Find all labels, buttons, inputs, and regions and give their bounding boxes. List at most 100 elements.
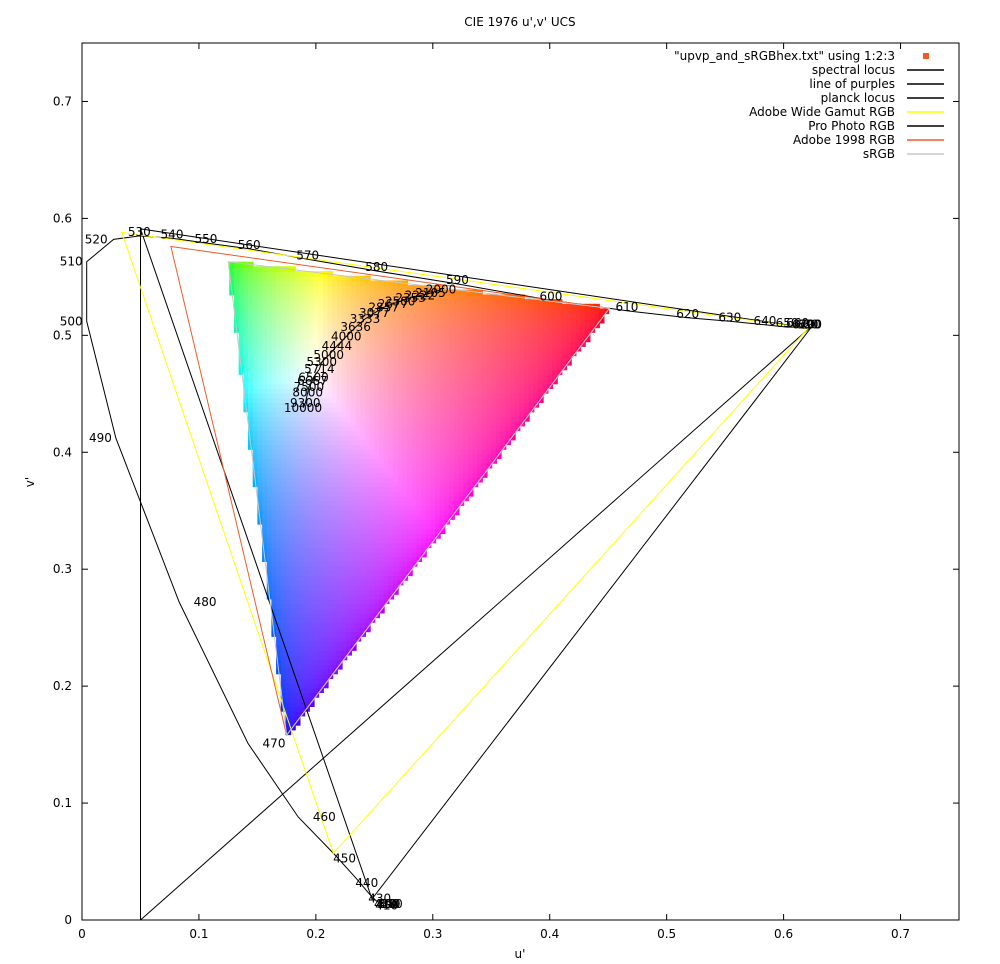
color-sample [463,411,469,417]
color-sample [435,486,441,492]
color-sample [280,598,287,605]
color-sample [276,617,282,623]
color-sample [304,280,310,287]
color-sample [500,383,507,389]
color-sample [294,453,301,460]
temperature-label: 3636 [340,320,371,334]
color-sample [467,420,474,427]
color-sample [524,331,530,338]
color-sample [290,720,296,726]
color-sample [486,439,493,446]
color-sample [262,486,268,492]
y-tick-label: 0.3 [53,562,72,576]
color-sample [425,467,432,474]
color-sample [299,327,306,333]
color-sample [332,654,338,661]
color-sample [500,406,507,413]
color-sample [425,500,432,506]
color-sample [266,504,273,511]
color-sample [449,303,455,310]
color-sample [519,406,525,413]
color-sample [308,673,315,679]
color-sample [449,317,455,324]
color-sample [262,402,268,408]
color-sample [346,434,352,441]
color-sample [365,533,371,539]
color-sample [285,331,292,338]
color-sample [304,533,310,539]
color-sample [421,313,427,319]
color-sample [374,462,380,469]
color-sample [374,294,380,301]
color-sample [402,444,409,450]
color-sample [304,416,310,422]
color-sample [271,444,278,450]
color-sample [346,612,352,619]
color-sample [266,495,273,502]
color-sample [439,476,446,483]
color-sample [290,603,296,609]
color-sample [547,359,554,366]
color-sample [341,373,348,380]
color-sample [318,294,324,301]
color-sample [243,261,250,268]
color-sample [322,369,329,375]
color-sample [519,388,525,394]
color-sample [453,509,460,516]
temperature-label: 2105 [415,286,446,300]
color-sample [322,341,329,347]
color-sample [411,528,418,534]
color-sample [505,294,511,301]
color-sample [407,308,413,315]
color-sample [308,677,315,684]
color-sample [467,388,474,394]
color-sample [341,486,348,492]
color-sample [299,635,306,642]
color-sample [505,434,511,441]
color-sample [552,317,558,324]
color-sample [346,448,352,455]
color-sample [290,673,296,679]
color-sample [566,350,572,357]
color-sample [332,453,338,460]
color-sample [355,612,362,619]
color-sample [486,406,493,413]
color-sample [336,275,343,282]
x-tick-label: 0.2 [306,927,325,941]
color-sample [369,589,376,595]
color-sample [491,430,497,436]
color-sample [500,336,507,343]
color-sample [425,364,432,371]
color-sample [322,430,329,436]
color-sample [332,612,338,619]
color-sample [280,402,287,408]
color-sample [355,551,362,558]
color-sample [285,271,292,277]
color-sample [350,388,357,394]
color-sample [341,575,348,581]
color-sample [290,444,296,450]
color-sample [308,341,315,347]
color-sample [477,416,483,422]
color-sample [430,518,437,525]
color-sample [472,369,479,375]
color-sample [313,327,320,333]
color-sample [514,369,521,375]
color-sample [430,350,437,357]
color-sample [313,280,320,287]
color-sample [350,308,357,315]
color-sample [510,322,516,329]
color-sample [327,467,334,474]
color-sample [355,462,362,469]
color-sample [379,388,385,394]
color-sample [322,533,329,539]
color-sample [374,280,380,287]
color-sample [383,285,390,291]
color-sample [570,345,577,352]
color-sample [271,341,278,347]
color-sample [552,359,558,366]
color-sample [477,467,483,474]
color-sample [360,556,366,562]
color-sample [589,317,596,324]
color-sample [397,533,404,539]
